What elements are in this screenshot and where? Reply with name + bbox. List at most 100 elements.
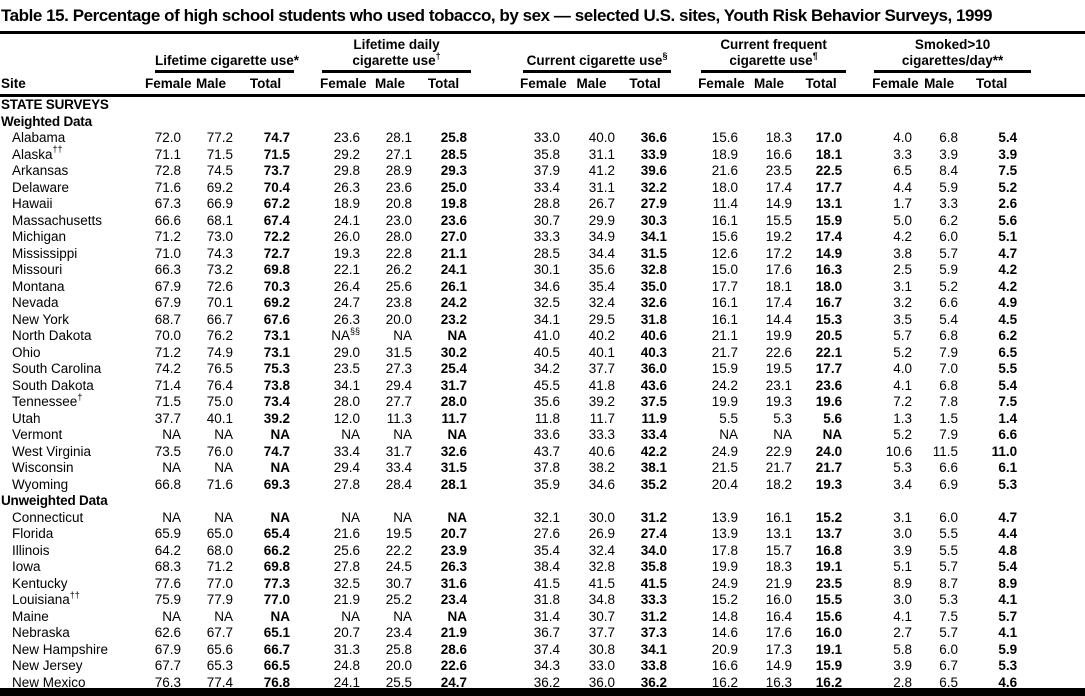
- value-cell: 33.0: [533, 130, 561, 145]
- value-cell: 39.2: [588, 394, 616, 409]
- spacer-cell: [1021, 477, 1085, 494]
- value-cell: 6.0: [939, 229, 959, 244]
- value-cell: 31.5: [440, 460, 468, 475]
- value-cell: 37.7: [154, 410, 181, 426]
- value-cell: 25.0: [440, 179, 468, 195]
- value-cell: 17.3: [765, 641, 793, 657]
- site-cell: South Dakota: [12, 377, 94, 393]
- value-cell: 38.2: [588, 460, 616, 475]
- value-cell: 31.1: [588, 146, 616, 162]
- value-cell: 6.6: [939, 460, 959, 475]
- value-cell: 34.9: [588, 229, 616, 244]
- value-cell: 28.0: [385, 229, 413, 244]
- value-cell: NA: [341, 608, 361, 624]
- value-cell: 30.7: [533, 212, 561, 228]
- value-cell: 73.0: [206, 229, 233, 244]
- table-row: New York 68.7 66.7 67.6 26.3 20.0 23.2 34.1 29.5…: [0, 312, 1085, 329]
- value-cell: 73.2: [206, 262, 233, 277]
- value-cell: 27.8: [333, 476, 361, 492]
- spacer-cell: [1021, 543, 1085, 560]
- value-cell: 71.2: [206, 559, 233, 574]
- value-cell: 19.9: [765, 328, 793, 343]
- value-cell: 15.5: [765, 212, 793, 228]
- group-header-label: Lifetime daily cigarette use†: [322, 37, 472, 73]
- value-cell: 5.7: [939, 559, 959, 574]
- value-cell: 22.1: [815, 344, 843, 360]
- table-row: Alabama 72.0 77.2 74.7 23.6 28.1 25.8 33.0 40.0 3…: [0, 130, 1085, 147]
- value-cell: 19.9: [711, 394, 739, 409]
- value-cell: 39.6: [640, 163, 668, 178]
- value-cell: 16.1: [765, 509, 793, 525]
- value-cell: NA: [719, 427, 739, 442]
- value-cell: 72.8: [154, 163, 181, 178]
- value-cell: 32.4: [588, 295, 616, 310]
- value-cell: 23.0: [385, 212, 413, 228]
- value-cell: 24.9: [711, 575, 739, 591]
- value-cell: NA: [393, 427, 413, 442]
- value-cell: NA: [214, 509, 233, 525]
- value-cell: 75.0: [206, 394, 233, 409]
- value-cell: 11.4: [712, 196, 739, 211]
- table-row: South Carolina 74.2 76.5 75.3 23.5 27.3 25.4 34…: [0, 361, 1085, 378]
- value-cell: 35.4: [588, 278, 616, 294]
- value-cell: 2.5: [893, 262, 913, 277]
- value-cell: 5.5: [719, 410, 739, 426]
- value-cell: NA: [214, 427, 233, 442]
- value-cell: 3.9: [939, 146, 959, 162]
- value-cell: 68.0: [206, 542, 233, 558]
- value-cell: 16.8: [815, 542, 843, 558]
- value-cell: 31.5: [640, 245, 668, 261]
- spacer-cell: [1021, 625, 1085, 642]
- value-cell: 74.7: [263, 443, 291, 459]
- site-cell: Illinois: [12, 542, 50, 558]
- value-cell: 20.8: [385, 196, 413, 211]
- value-cell: 18.0: [815, 278, 843, 294]
- value-cell: 35.4: [533, 542, 561, 558]
- site-cell: North Dakota: [12, 328, 92, 343]
- value-cell: 36.7: [533, 625, 561, 640]
- value-cell: 31.5: [385, 344, 413, 360]
- value-cell: 76.3: [154, 674, 181, 690]
- value-cell: 11.0: [991, 443, 1018, 459]
- section-label: STATE SURVEYS: [1, 97, 109, 112]
- value-cell: NA: [162, 460, 181, 475]
- footnote-marker: §: [662, 50, 668, 61]
- value-cell: 37.7: [588, 625, 616, 640]
- value-cell: 27.9: [640, 196, 668, 211]
- value-cell: 65.6: [206, 641, 233, 657]
- value-cell: 29.2: [333, 146, 361, 162]
- value-cell: 32.8: [640, 262, 668, 277]
- value-cell: 16.2: [711, 674, 739, 690]
- value-cell: 25.8: [385, 641, 413, 657]
- value-cell: 35.6: [533, 394, 561, 409]
- value-cell: 24.0: [815, 443, 843, 459]
- value-cell: 20.4: [711, 476, 739, 492]
- value-cell: 12.6: [711, 245, 739, 261]
- value-cell: 75.9: [154, 592, 181, 607]
- site-cell: Kentucky: [12, 575, 68, 591]
- value-cell: 11.8: [534, 410, 561, 426]
- value-cell: 18.1: [815, 146, 843, 162]
- table-row: Kentucky 77.6 77.0 77.3 32.5 30.7 31.6 41.5 41.5…: [0, 576, 1085, 593]
- value-cell: 32.6: [640, 295, 668, 310]
- value-cell: 23.5: [333, 361, 361, 376]
- value-cell: 31.2: [640, 608, 668, 624]
- value-cell: NA: [393, 509, 413, 525]
- value-cell: 24.8: [333, 658, 361, 673]
- value-cell: 33.9: [640, 146, 668, 162]
- footnote-marker: †: [77, 391, 83, 402]
- group-header: Lifetime cigarette use*: [145, 34, 299, 73]
- value-cell: 5.2: [893, 344, 913, 360]
- value-cell: 34.2: [533, 361, 561, 376]
- value-cell: 26.7: [588, 196, 616, 211]
- value-cell: 45.5: [533, 377, 561, 393]
- value-cell: 4.1: [998, 592, 1018, 607]
- site-cell: Nevada: [12, 295, 59, 310]
- value-cell: 34.6: [588, 476, 616, 492]
- spacer-cell: [1021, 526, 1085, 543]
- group-header: Smoked>10 cigarettes/day**: [846, 34, 1032, 73]
- value-cell: 23.6: [333, 130, 361, 145]
- value-cell: 5.6: [998, 212, 1018, 228]
- value-cell: 21.6: [711, 163, 739, 178]
- value-cell: 67.3: [154, 196, 181, 211]
